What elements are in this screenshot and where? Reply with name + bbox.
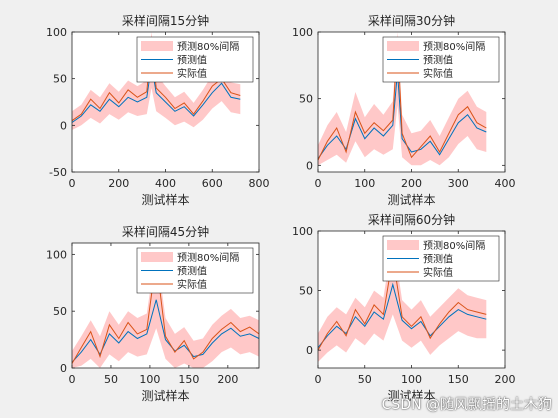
actual-series-line [317, 257, 487, 351]
x-tick-label: 150 [178, 373, 199, 386]
legend-label: 实际值 [423, 266, 453, 279]
legend-swatch-interval [387, 41, 419, 51]
x-tick-label: 0 [69, 373, 76, 386]
y-tick-label: 0 [306, 159, 313, 172]
legend-label: 预测值 [423, 253, 453, 266]
x-tick-label: 50 [104, 373, 118, 386]
x-axis-label: 测试样本 [387, 388, 435, 403]
legend-label: 实际值 [177, 278, 207, 291]
x-tick-label: 0 [315, 373, 322, 386]
x-axis-label: 测试样本 [141, 192, 189, 207]
y-tick-label: 0 [60, 362, 67, 375]
y-tick-label: -50 [49, 166, 67, 179]
y-tick-label: 50 [53, 305, 67, 318]
x-tick-label: 200 [108, 177, 129, 190]
actual-series-line [317, 38, 487, 161]
x-tick-label: 50 [358, 373, 372, 386]
legend-label: 预测值 [423, 54, 453, 67]
x-tick-label: 200 [401, 177, 422, 190]
y-tick-label: 100 [292, 26, 313, 39]
axes-box [71, 242, 260, 369]
x-axis-label: 测试样本 [387, 192, 435, 207]
legend-label: 预测80%间隔 [177, 40, 239, 53]
legend-swatch-interval [141, 252, 173, 262]
x-tick-label: 300 [448, 177, 469, 190]
watermark-text: CSDN @随风飘摇的土木狗 [381, 397, 552, 413]
y-tick-label: 100 [292, 225, 313, 238]
legend-label: 预测80%间隔 [423, 40, 485, 53]
x-axis-label: 测试样本 [141, 388, 189, 403]
x-tick-label: 100 [139, 373, 160, 386]
legend-swatch-interval [387, 240, 419, 250]
legend-label: 实际值 [177, 67, 207, 80]
chart-title: 采样间隔60分钟 [368, 212, 455, 227]
actual-series-line [71, 259, 260, 364]
x-tick-label: 600 [202, 177, 223, 190]
legend-label: 预测值 [177, 265, 207, 278]
y-tick-label: 50 [53, 73, 67, 86]
chart-title: 采样间隔30分钟 [368, 13, 455, 28]
legend-swatch-interval [141, 41, 173, 51]
legend-label: 预测80%间隔 [423, 239, 485, 252]
x-tick-label: 150 [448, 373, 469, 386]
chart-title: 采样间隔45分钟 [122, 224, 209, 239]
x-tick-label: 400 [495, 177, 516, 190]
subplot-1: 0 200 400 600 800-50050100采样间隔15分钟测试样本预测80%间… [46, 13, 270, 207]
x-tick-label: 200 [217, 373, 238, 386]
prediction-interval-band [318, 32, 487, 166]
x-tick-label: 400 [155, 177, 176, 190]
x-tick-label: 0 [69, 177, 76, 190]
y-tick-label: 50 [299, 285, 313, 298]
legend-label: 实际值 [423, 67, 453, 80]
x-tick-label: 800 [249, 177, 270, 190]
x-tick-label: 100 [354, 177, 375, 190]
legend-label: 预测80%间隔 [177, 251, 239, 264]
x-tick-label: 100 [401, 373, 422, 386]
x-tick-label: 200 [495, 373, 516, 386]
y-tick-label: 0 [60, 119, 67, 132]
legend-label: 预测值 [177, 54, 207, 67]
predicted-series-line [317, 282, 487, 349]
y-tick-label: 100 [46, 248, 67, 261]
y-tick-label: 100 [46, 26, 67, 39]
x-tick-label: 0 [315, 177, 322, 190]
y-tick-label: 50 [299, 93, 313, 106]
y-tick-label: 0 [306, 344, 313, 357]
chart-title: 采样间隔15分钟 [122, 13, 209, 28]
prediction-interval-band [318, 237, 487, 362]
